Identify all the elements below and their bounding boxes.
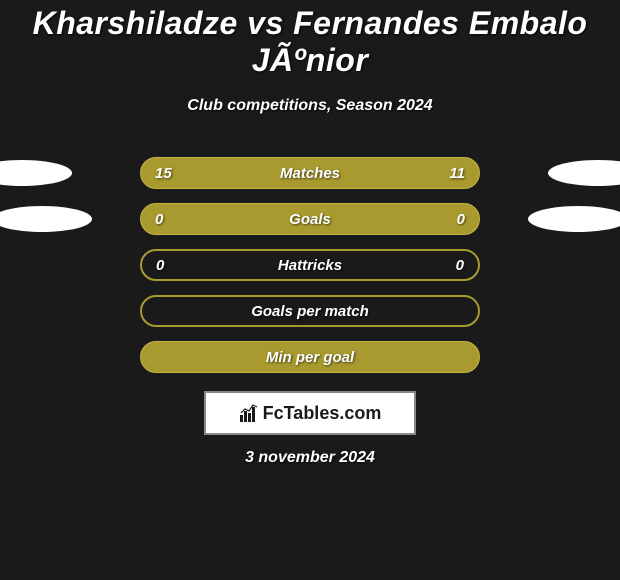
stat-value-right: 11 bbox=[435, 165, 465, 182]
stats-area: 15 Matches 11 0 Goals 0 0 Hattricks 0 Goals per m… bbox=[0, 157, 620, 373]
stat-row: Goals per match bbox=[0, 295, 620, 327]
page-title: Kharshiladze vs Fernandes Embalo JÃºnior bbox=[0, 5, 620, 79]
stat-row: Min per goal bbox=[0, 341, 620, 373]
stat-bar: Goals per match bbox=[140, 295, 480, 327]
date-text: 3 november 2024 bbox=[0, 449, 620, 467]
stat-bar: 0 Goals 0 bbox=[140, 203, 480, 235]
stat-label: Min per goal bbox=[266, 349, 354, 366]
stat-bar: Min per goal bbox=[140, 341, 480, 373]
stat-bar: 15 Matches 11 bbox=[140, 157, 480, 189]
stat-row: 0 Hattricks 0 bbox=[0, 249, 620, 281]
stat-label: Matches bbox=[280, 165, 340, 182]
infographic-container: Kharshiladze vs Fernandes Embalo JÃºnior… bbox=[0, 0, 620, 467]
stat-value-right: 0 bbox=[434, 257, 464, 274]
right-ellipse bbox=[528, 206, 620, 232]
stat-bar: 0 Hattricks 0 bbox=[140, 249, 480, 281]
stat-label: Goals bbox=[289, 211, 331, 228]
logo-text: FcTables.com bbox=[263, 403, 382, 424]
subtitle: Club competitions, Season 2024 bbox=[0, 97, 620, 115]
right-ellipse bbox=[548, 160, 620, 186]
stat-row: 0 Goals 0 bbox=[0, 203, 620, 235]
stat-label: Hattricks bbox=[278, 257, 342, 274]
stat-row: 15 Matches 11 bbox=[0, 157, 620, 189]
source-logo: FcTables.com bbox=[204, 391, 416, 435]
stat-value-left: 0 bbox=[156, 257, 186, 274]
stat-value-right: 0 bbox=[435, 211, 465, 228]
left-ellipse bbox=[0, 160, 72, 186]
stat-label: Goals per match bbox=[251, 303, 369, 320]
chart-icon bbox=[239, 403, 259, 423]
left-ellipse bbox=[0, 206, 92, 232]
stat-value-left: 0 bbox=[155, 211, 185, 228]
stat-value-left: 15 bbox=[155, 165, 185, 182]
